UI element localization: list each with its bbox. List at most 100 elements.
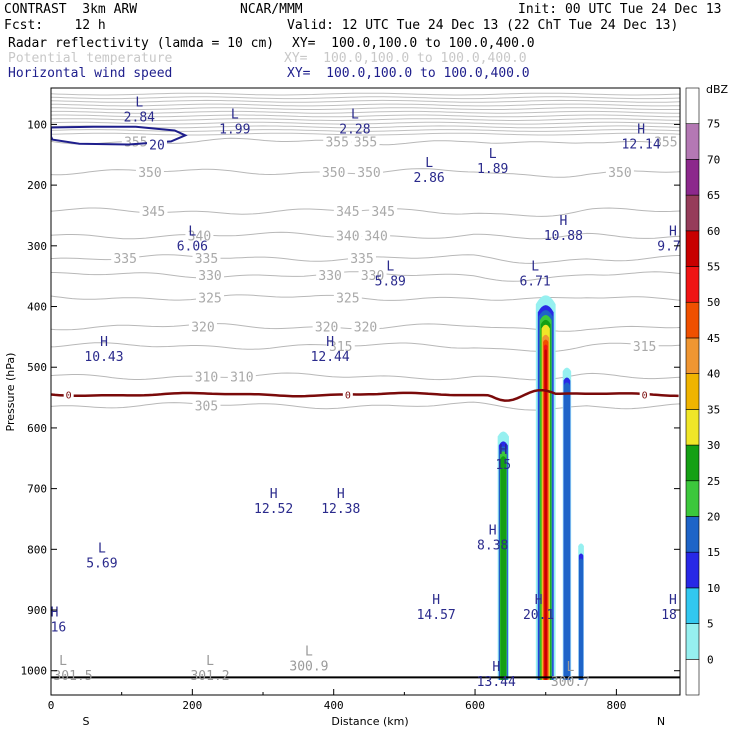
y-tick-label: 1000 bbox=[21, 665, 48, 678]
hl-marker: H bbox=[51, 605, 59, 620]
jet-core-contour bbox=[51, 125, 188, 146]
theta-contour-label: 345 bbox=[142, 205, 165, 220]
field-xy-wind: XY= 100.0,100.0 to 100.0,400.0 bbox=[287, 66, 530, 81]
colorbar-segment bbox=[685, 409, 700, 446]
colorbar-segment bbox=[685, 444, 700, 482]
theta-contour-label: 310 bbox=[230, 370, 253, 385]
hl-marker: L bbox=[351, 108, 359, 123]
theta-contour-label: 335 bbox=[195, 252, 218, 267]
hl-value: 8.38 bbox=[477, 538, 508, 553]
colorbar-label: 55 bbox=[707, 261, 720, 274]
colorbar-segment bbox=[685, 373, 700, 410]
zero-isotherm-label: 0 bbox=[642, 391, 648, 402]
hl-value: 2.28 bbox=[339, 123, 370, 138]
endpoint-left: S bbox=[83, 715, 90, 728]
reflectivity-band bbox=[579, 558, 584, 680]
hl-value: 12.38 bbox=[321, 502, 360, 517]
theta-contour-label: 330 bbox=[198, 269, 221, 284]
hl-value: 5.89 bbox=[375, 274, 406, 289]
hl-marker: L bbox=[98, 542, 106, 557]
institution-label: NCAR/MMM bbox=[240, 2, 303, 17]
init-time: Init: 00 UTC Tue 24 Dec 13 bbox=[518, 2, 722, 17]
y-tick-label: 800 bbox=[27, 543, 47, 556]
theta-contour-label: 345 bbox=[371, 205, 394, 220]
colorbar-label: 35 bbox=[707, 403, 720, 416]
theta-contour-label: 335 bbox=[350, 252, 373, 267]
theta-contour-label: 355 bbox=[325, 135, 348, 150]
colorbar-segment bbox=[685, 480, 700, 517]
colorbar-segment bbox=[685, 623, 700, 660]
hl-value: 15 bbox=[495, 458, 511, 473]
field-xy-reflectivity: XY= 100.0,100.0 to 100.0,400.0 bbox=[292, 36, 535, 51]
x-tick-label: 400 bbox=[324, 699, 344, 712]
zero-isotherm-line bbox=[51, 388, 679, 402]
x-axis-label: Distance (km) bbox=[331, 715, 408, 728]
theta-contour-label: 350 bbox=[322, 166, 345, 181]
reflectivity-band bbox=[563, 382, 570, 680]
hl-marker: H bbox=[432, 593, 440, 608]
colorbar-segment bbox=[685, 87, 700, 125]
surface-hl-value: 301.2 bbox=[190, 669, 229, 684]
zero-isotherm: 0 0 0 bbox=[51, 388, 679, 402]
y-tick-label: 500 bbox=[27, 361, 47, 374]
colorbar-label: 75 bbox=[707, 118, 720, 131]
hl-marker: H bbox=[326, 335, 334, 350]
theta-contour-label: 320 bbox=[191, 321, 214, 336]
surface-hl-marker: L bbox=[59, 654, 67, 669]
hl-marker: H bbox=[669, 225, 677, 240]
colorbar-segment bbox=[685, 551, 700, 589]
x-tick-label: 0 bbox=[48, 699, 55, 712]
colorbar-label: 25 bbox=[707, 475, 720, 488]
hl-marker: L bbox=[135, 95, 143, 110]
theta-contour-label: 355 bbox=[354, 135, 377, 150]
x-tick-label: 600 bbox=[465, 699, 485, 712]
hl-value: 1.89 bbox=[477, 162, 508, 177]
hl-value: 6.06 bbox=[177, 240, 208, 255]
colorbar-label: 45 bbox=[707, 332, 720, 345]
colorbar-label: 30 bbox=[707, 439, 720, 452]
colorbar-label: 20 bbox=[707, 510, 720, 523]
theta-stratosphere-lines bbox=[51, 92, 680, 136]
hl-marker: H bbox=[100, 335, 108, 350]
colorbar-label: 40 bbox=[707, 368, 720, 381]
hl-value: 12.52 bbox=[254, 502, 293, 517]
colorbar-label: 70 bbox=[707, 153, 720, 166]
colorbar-label: 60 bbox=[707, 225, 720, 238]
colorbar-label: 65 bbox=[707, 189, 720, 202]
hl-value: 10.88 bbox=[544, 229, 583, 244]
plot-frame bbox=[50, 87, 681, 696]
theta-contour-label: 335 bbox=[113, 252, 136, 267]
hl-marker: L bbox=[425, 156, 433, 171]
hl-marker: H bbox=[669, 593, 677, 608]
y-tick-label: 600 bbox=[27, 422, 47, 435]
colorbar-label: 5 bbox=[707, 618, 714, 631]
theta-contour-label: 330 bbox=[318, 269, 341, 284]
hl-value: .16 bbox=[43, 620, 66, 635]
theta-contour-label: 340 bbox=[188, 230, 211, 245]
y-tick-label: 700 bbox=[27, 483, 47, 496]
colorbar-segment bbox=[685, 337, 700, 374]
theta-contour-label: 350 bbox=[608, 166, 631, 181]
hl-value: 18. bbox=[661, 608, 684, 623]
hl-value: 6.71 bbox=[519, 274, 550, 289]
theta-contour-label: 355 bbox=[124, 135, 147, 150]
theta-contour-line bbox=[51, 372, 680, 381]
hl-value: 12.44 bbox=[311, 350, 350, 365]
hl-marker: H bbox=[637, 123, 645, 138]
surface-hl-value: 13.44 bbox=[477, 675, 516, 690]
wind-contour-label: 20 bbox=[149, 138, 165, 153]
theta-contour-label: 315 bbox=[329, 340, 352, 355]
zero-isotherm-label: 0 bbox=[345, 391, 351, 402]
colorbar-segment bbox=[685, 123, 700, 160]
hl-marker: L bbox=[489, 147, 497, 162]
hl-marker: L bbox=[188, 225, 196, 240]
surface-hl-marker: L bbox=[567, 660, 575, 675]
reflectivity-band bbox=[500, 456, 507, 680]
y-tick-label: 900 bbox=[27, 604, 47, 617]
surface-hl-marker: L bbox=[305, 645, 313, 660]
theta-contour-label: 345 bbox=[336, 205, 359, 220]
theta-contour-label: 330 bbox=[361, 269, 384, 284]
theta-contour-label: 350 bbox=[138, 166, 161, 181]
